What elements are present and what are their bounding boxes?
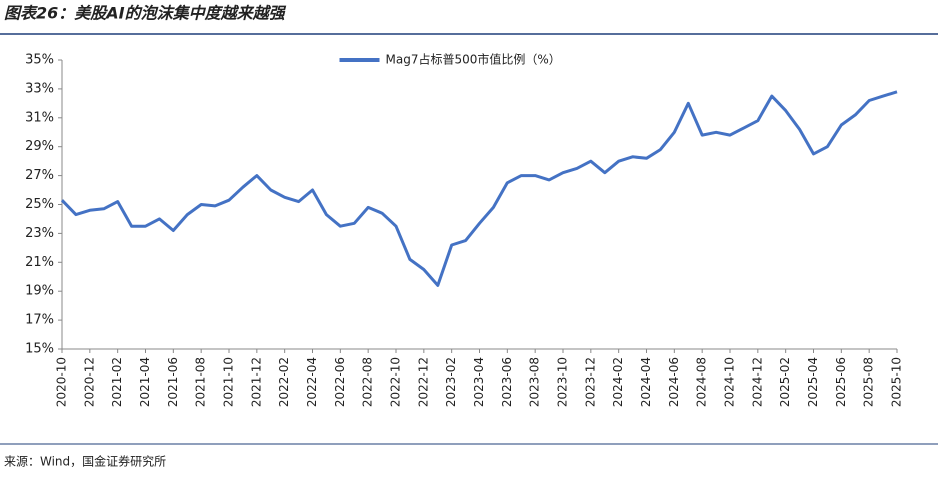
source: 来源：Wind，国金证券研究所 <box>4 454 166 469</box>
x-tick-label: 2024-12 <box>750 357 764 407</box>
chart-title: 图表26：美股AI的泡沫集中度越来越强 <box>4 4 287 23</box>
x-tick-label: 2023-04 <box>472 357 486 407</box>
y-tick-label: 23% <box>25 226 54 241</box>
x-tick-label: 2024-08 <box>695 357 709 407</box>
y-tick-label: 19% <box>25 284 54 299</box>
x-tick-label: 2023-10 <box>556 357 570 407</box>
x-tick-label: 2022-02 <box>277 357 291 407</box>
x-tick-label: 2020-12 <box>82 357 96 407</box>
x-tick-label: 2023-08 <box>528 357 542 407</box>
x-tick-label: 2021-10 <box>222 357 236 407</box>
x-tick-label: 2024-10 <box>723 357 737 407</box>
y-tick-label: 31% <box>25 110 54 125</box>
x-tick-label: 2024-06 <box>667 357 681 407</box>
y-tick-label: 15% <box>25 342 54 357</box>
y-tick-label: 35% <box>25 53 54 68</box>
x-tick-label: 2023-06 <box>500 357 514 407</box>
x-tick-label: 2022-04 <box>305 357 319 407</box>
x-tick-label: 2021-12 <box>249 357 263 407</box>
x-tick-label: 2021-04 <box>138 357 152 407</box>
x-tick-label: 2024-04 <box>639 357 653 407</box>
x-tick-label: 2025-04 <box>806 357 820 407</box>
x-tick-label: 2022-06 <box>333 357 347 407</box>
x-tick-label: 2022-10 <box>389 357 403 407</box>
x-tick-label: 2025-02 <box>778 357 792 407</box>
y-tick-label: 27% <box>25 168 54 183</box>
x-tick-label: 2023-02 <box>444 357 458 407</box>
x-tick-label: 2022-08 <box>361 357 375 407</box>
legend-label: Mag7占标普500市值比例（%） <box>386 52 561 67</box>
x-tick-label: 2025-08 <box>862 357 876 407</box>
x-tick-label: 2025-10 <box>890 357 904 407</box>
x-tick-label: 2023-12 <box>583 357 597 407</box>
y-tick-label: 21% <box>25 255 54 270</box>
x-tick-label: 2021-02 <box>110 357 124 407</box>
x-tick-label: 2020-10 <box>55 357 69 407</box>
y-tick-label: 17% <box>25 313 54 328</box>
line <box>60 90 898 287</box>
x-tick-label: 2025-06 <box>834 357 848 407</box>
x-tick-label: 2021-06 <box>166 357 180 407</box>
y-tick-label: 29% <box>25 139 54 154</box>
x-tick-label: 2024-02 <box>611 357 625 407</box>
x-tick-label: 2021-08 <box>194 357 208 407</box>
y-tick-label: 33% <box>25 81 54 96</box>
y-tick-label: 25% <box>25 197 54 212</box>
x-tick-label: 2022-12 <box>416 357 430 407</box>
